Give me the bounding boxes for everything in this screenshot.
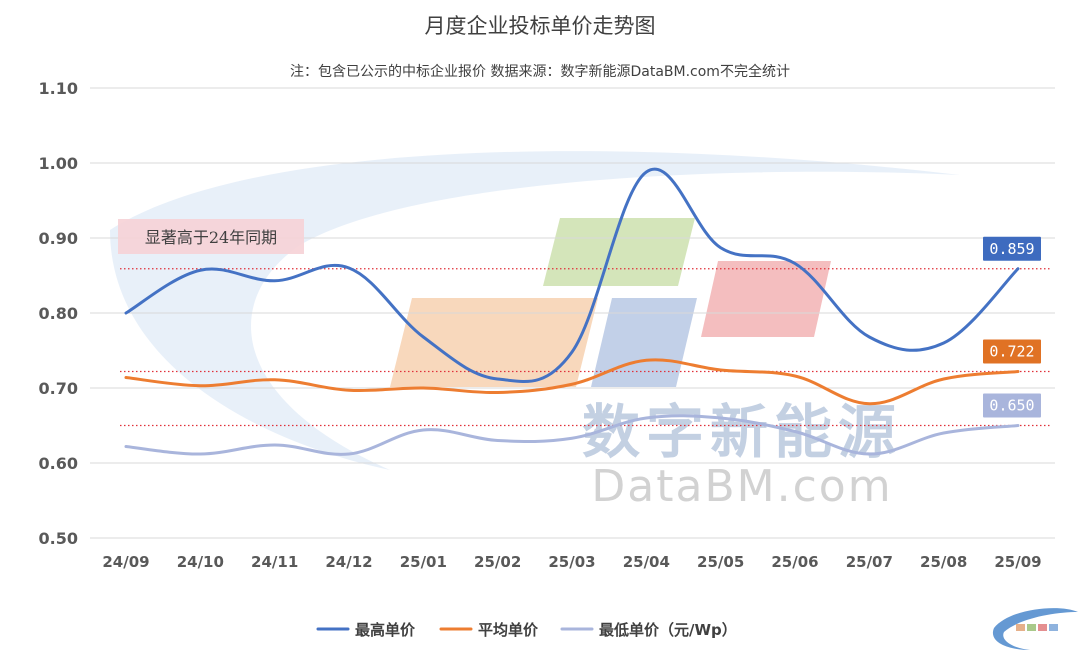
badge-background xyxy=(983,339,1041,364)
chart-subtitle: 注：包含已公示的中标企业报价 数据来源：数字新能源DataBM.com不完全统计 xyxy=(290,63,790,80)
series-line-max-price xyxy=(124,167,1020,383)
decor-parallelogram-blue xyxy=(591,298,697,387)
legend-item: 最高单价 xyxy=(316,621,416,639)
x-axis-ticks: 24/09 24/10 24/11 24/12 25/01 25/02 25/03 25/04… xyxy=(102,553,1041,571)
end-value-labels: 0.859 0.722 0.650 xyxy=(983,236,1041,418)
logo-block-1 xyxy=(1016,624,1025,631)
end-value-badge: 0.859 xyxy=(983,236,1041,261)
chart-title: 月度企业投标单价走势图 xyxy=(425,14,656,38)
badge-background xyxy=(983,236,1041,261)
annotation-box: 显著高于24年同期 xyxy=(118,219,304,254)
y-tick-label: 0.50 xyxy=(39,529,78,548)
watermark-english: DataBM.com xyxy=(591,461,892,512)
y-axis-ticks: 1.10 1.00 0.90 0.80 0.70 0.60 0.50 xyxy=(39,79,78,548)
x-tick-label: 25/08 xyxy=(920,553,967,571)
y-tick-label: 0.60 xyxy=(39,454,78,473)
reference-lines xyxy=(120,268,1050,427)
logo-block-3 xyxy=(1038,624,1047,631)
legend: 最高单价 平均单价 最低单价（元/Wp） xyxy=(316,621,737,639)
badge-value: 0.650 xyxy=(989,397,1034,415)
x-tick-label: 25/02 xyxy=(474,553,521,571)
x-tick-label: 24/12 xyxy=(325,553,372,571)
decor-parallelogram-red xyxy=(701,261,831,337)
x-tick-label: 24/09 xyxy=(102,553,149,571)
logo-block-4 xyxy=(1049,624,1058,631)
decor-parallelogram-orange xyxy=(390,298,598,387)
watermark-chinese: 数字新能源 xyxy=(582,398,902,466)
series-lines xyxy=(124,167,1020,456)
gridlines xyxy=(90,87,1055,539)
y-tick-label: 0.70 xyxy=(39,379,78,398)
end-value-badge: 0.650 xyxy=(983,393,1041,418)
x-tick-label: 24/10 xyxy=(177,553,224,571)
logo-swoosh xyxy=(992,608,1078,650)
badge-value: 0.722 xyxy=(989,343,1034,361)
end-value-badge: 0.722 xyxy=(983,339,1041,364)
y-tick-label: 0.80 xyxy=(39,304,78,323)
annotation-background xyxy=(118,219,304,254)
legend-label: 最低单价（元/Wp） xyxy=(599,621,737,639)
legend-label: 平均单价 xyxy=(478,621,539,639)
badge-background xyxy=(983,393,1041,418)
annotation-text: 显著高于24年同期 xyxy=(145,228,277,247)
x-tick-label: 25/07 xyxy=(846,553,893,571)
y-tick-label: 0.90 xyxy=(39,229,78,248)
x-tick-label: 24/11 xyxy=(251,553,298,571)
series-line-min-price xyxy=(124,414,1020,456)
y-tick-label: 1.10 xyxy=(39,79,78,98)
x-tick-label: 25/03 xyxy=(548,553,595,571)
legend-item: 平均单价 xyxy=(439,621,539,639)
background-swoosh xyxy=(110,151,960,470)
logo xyxy=(992,608,1078,650)
legend-label: 最高单价 xyxy=(355,621,416,639)
badge-value: 0.859 xyxy=(989,240,1034,258)
series-line-avg-price xyxy=(124,358,1020,406)
logo-block-2 xyxy=(1027,624,1036,631)
x-tick-label: 25/01 xyxy=(400,553,447,571)
x-tick-label: 25/05 xyxy=(697,553,744,571)
y-tick-label: 1.00 xyxy=(39,154,78,173)
x-tick-label: 25/09 xyxy=(994,553,1041,571)
x-tick-label: 25/06 xyxy=(771,553,818,571)
legend-item: 最低单价（元/Wp） xyxy=(560,621,737,639)
x-tick-label: 25/04 xyxy=(623,553,670,571)
